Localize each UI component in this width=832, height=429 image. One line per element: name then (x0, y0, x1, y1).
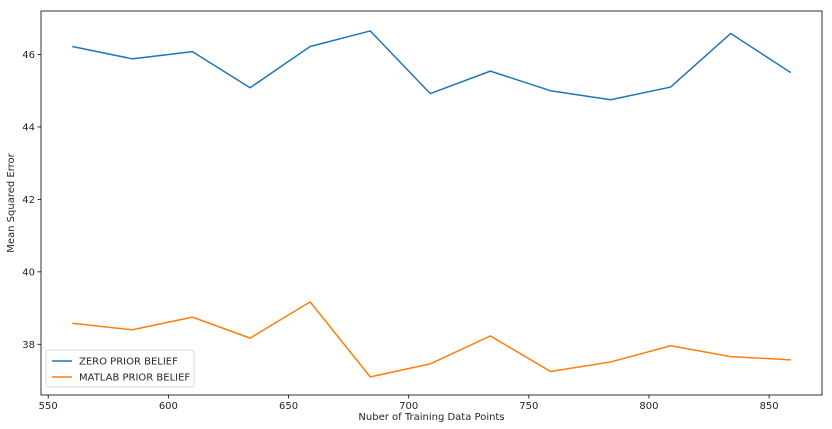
legend: ZERO PRIOR BELIEF MATLAB PRIOR BELIEF (45, 349, 195, 388)
x-tick-label: 550 (39, 401, 58, 412)
y-ticks: 38 40 42 44 46 (22, 50, 41, 351)
y-tick-label: 46 (22, 50, 35, 61)
legend-entry: MATLAB PRIOR BELIEF (79, 373, 190, 384)
y-tick-label: 42 (22, 195, 35, 206)
x-tick-label: 700 (399, 401, 418, 412)
y-axis-label: Mean Squared Error (6, 152, 17, 252)
y-tick-label: 40 (22, 267, 35, 278)
series-lines (72, 30, 792, 378)
x-ticks: 550 600 650 700 750 800 850 (39, 395, 779, 412)
plot-frame (40, 10, 823, 396)
y-tick-label: 44 (22, 122, 35, 133)
x-tick-label: 850 (760, 401, 779, 412)
series-line-1 (72, 30, 792, 101)
x-tick-label: 800 (639, 401, 658, 412)
legend-entry: ZERO PRIOR BELIEF (79, 357, 178, 368)
x-axis-label: Nuber of Training Data Points (358, 412, 504, 423)
x-tick-label: 650 (279, 401, 298, 412)
x-tick-label: 600 (159, 401, 178, 412)
y-tick-label: 38 (22, 340, 35, 351)
x-tick-label: 750 (519, 401, 538, 412)
legend-box (45, 349, 195, 388)
axes (40, 10, 823, 396)
